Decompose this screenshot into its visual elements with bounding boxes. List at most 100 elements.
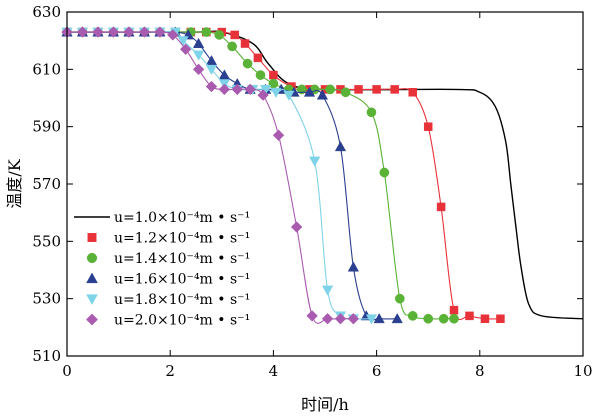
diamond-marker [244,83,256,96]
axis-ticks: 0 2 4 6 8 10 510 530 550 570 590 610 630 [32,3,592,380]
circle-marker [86,252,98,264]
y-tick-label: 510 [32,347,61,365]
diamond-marker [92,26,104,38]
series-6 [61,26,360,325]
y-tick-label: 630 [32,3,61,21]
square-marker [87,233,97,242]
triangle-up-marker [391,313,403,324]
x-tick-label: 6 [372,362,382,380]
triangle-down-marker [270,87,282,98]
square-marker [496,314,505,323]
y-tick-label: 610 [32,60,61,78]
diamond-marker [154,26,166,38]
circle-marker [255,70,266,80]
legend-entry: u=1.0×10⁻⁴m • s⁻¹ [74,210,250,226]
y-tick-label: 570 [32,175,61,193]
circle-marker [325,84,336,95]
circle-marker [379,167,390,178]
diamond-marker [231,83,244,96]
legend-label: u=1.8×10⁻⁴m • s⁻¹ [114,292,250,308]
triangle-down-marker [283,90,295,101]
circle-marker [423,313,434,324]
diamond-marker [167,29,179,41]
circle-marker [449,313,459,324]
circle-marker [214,30,225,40]
diamond-marker [138,26,151,38]
diamond-marker [257,89,269,101]
triangle-up-marker [218,69,231,80]
diamond-marker [107,26,120,38]
circle-marker [227,41,237,52]
x-tick-label: 0 [62,362,72,380]
triangle-down-marker [86,294,98,305]
square-marker [436,202,446,212]
circle-marker [340,87,351,98]
square-marker [465,311,474,321]
square-marker [240,39,250,48]
y-tick-label: 590 [32,118,61,136]
x-tick-label: 2 [165,362,175,380]
square-marker [408,88,417,97]
triangle-down-marker [309,156,321,167]
legend-entry: u=1.2×10⁻⁴m • s⁻¹ [87,231,250,247]
triangle-up-marker [316,89,329,100]
series-layer [61,26,584,325]
legend-label: u=1.0×10⁻⁴m • s⁻¹ [114,210,250,226]
triangle-up-marker [347,261,360,272]
diamond-marker [205,80,218,93]
x-tick-label: 10 [573,362,592,380]
diamond-marker [272,129,285,142]
legend-entry: u=2.0×10⁻⁴m • s⁻¹ [85,313,250,329]
legend-label: u=1.4×10⁻⁴m • s⁻¹ [114,251,250,267]
diamond-marker [179,43,192,56]
diamond-marker [192,63,205,76]
y-tick-label: 530 [32,290,61,308]
triangle-up-marker [86,272,98,284]
diamond-marker [321,312,334,325]
triangle-down-marker [365,314,378,325]
square-marker [354,85,363,94]
diamond-marker [76,26,89,38]
legend-entry: u=1.4×10⁻⁴m • s⁻¹ [86,251,250,267]
diamond-marker [290,221,303,233]
x-tick-label: 8 [475,362,485,380]
circle-marker [407,311,418,321]
triangle-up-marker [192,37,205,48]
triangle-up-marker [205,55,218,66]
square-marker [372,85,381,94]
triangle-down-marker [321,285,334,296]
legend-label: u=1.2×10⁻⁴m • s⁻¹ [114,231,250,247]
triangle-down-marker [192,50,205,61]
triangle-up-marker [373,313,385,324]
triangle-up-marker [303,86,316,97]
square-marker [390,85,399,94]
legend-entry: u=1.8×10⁻⁴m • s⁻¹ [86,292,250,308]
legend-label: u=2.0×10⁻⁴m • s⁻¹ [114,313,250,329]
circle-marker [242,58,253,69]
diamond-marker [85,313,99,326]
circle-marker [201,27,212,37]
legend: u=1.0×10⁻⁴m • s⁻¹ u=1.2×10⁻⁴m • s⁻¹ u=1.4×… [74,210,250,329]
legend-label: u=1.6×10⁻⁴m • s⁻¹ [114,272,250,288]
legend-entry: u=1.6×10⁻⁴m • s⁻¹ [86,272,250,288]
x-axis-title: 时间/h [301,395,349,414]
square-marker [480,314,490,323]
triangle-down-marker [177,36,189,47]
square-marker [230,30,239,40]
triangle-up-marker [334,141,347,152]
circle-marker [394,293,405,304]
diamond-marker [123,26,135,38]
square-marker [269,70,278,80]
circle-marker [438,313,449,324]
y-tick-label: 550 [32,232,61,250]
circle-marker [366,107,377,118]
square-marker [423,122,433,131]
triangle-down-marker [205,64,218,76]
diamond-marker [218,83,231,96]
diamond-marker [306,310,318,322]
square-marker [449,305,459,315]
square-marker [253,53,263,63]
diamond-marker [347,312,360,325]
